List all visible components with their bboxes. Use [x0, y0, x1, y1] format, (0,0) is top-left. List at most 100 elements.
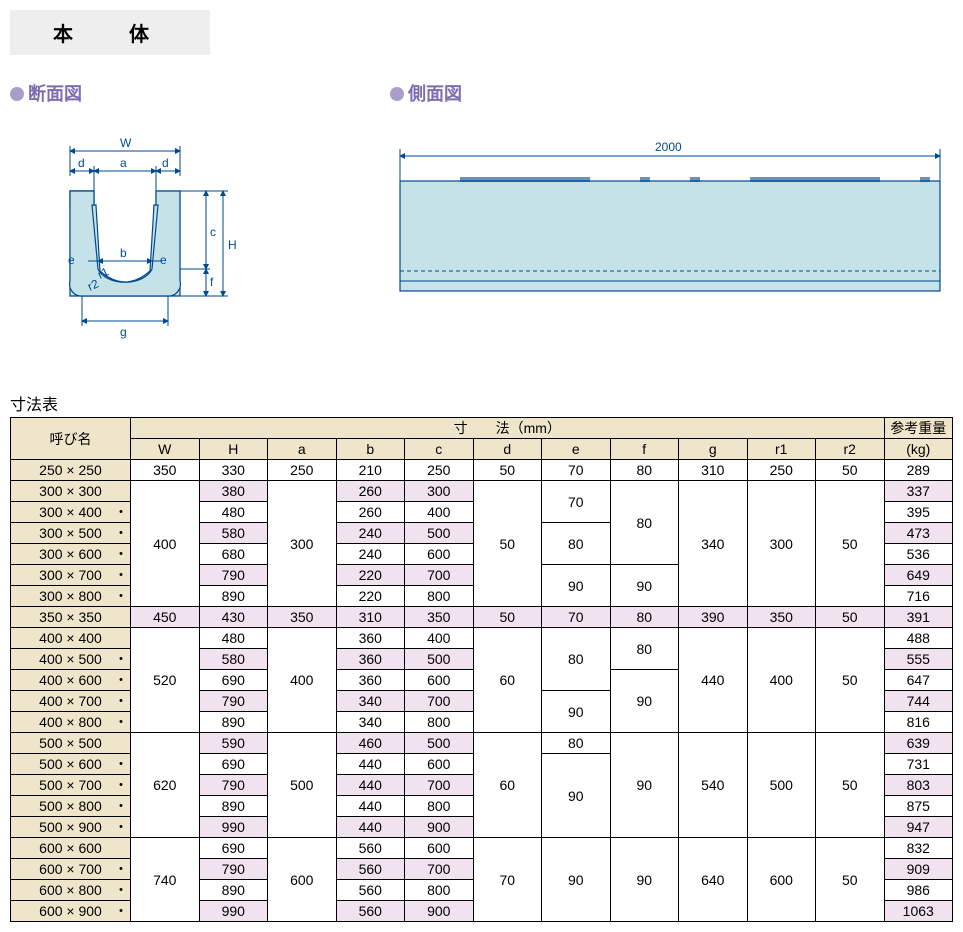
- cell-b: 240: [336, 544, 405, 565]
- cell-c: 600: [405, 670, 474, 691]
- cell-e: 90: [542, 565, 611, 607]
- table-row: 350 × 3504504303503103505070803903505039…: [11, 607, 953, 628]
- th-b: b: [336, 439, 405, 460]
- th-r1: r1: [747, 439, 816, 460]
- cell-c: 700: [405, 565, 474, 586]
- svg-text:e: e: [68, 253, 75, 267]
- cell-d: 50: [473, 460, 542, 481]
- bullet-icon: [10, 87, 24, 101]
- cell-H: 890: [199, 712, 268, 733]
- cell-H: 590: [199, 733, 268, 754]
- cell-H: 790: [199, 859, 268, 880]
- cell-H: 680: [199, 544, 268, 565]
- cell-H: 790: [199, 691, 268, 712]
- svg-text:W: W: [120, 136, 132, 150]
- side-view-diagram: 2000: [390, 121, 953, 361]
- cell-e: 70: [542, 481, 611, 523]
- cell-b: 260: [336, 502, 405, 523]
- svg-text:a: a: [120, 156, 127, 170]
- cell-b: 440: [336, 796, 405, 817]
- cell-weight: 803: [884, 775, 953, 796]
- th-c: c: [405, 439, 474, 460]
- cross-section-diagram: W d a d e b e r1 r2: [10, 121, 390, 361]
- cell-H: 380: [199, 481, 268, 502]
- svg-text:b: b: [120, 246, 127, 260]
- cell-c: 800: [405, 712, 474, 733]
- cell-W: 350: [131, 460, 200, 481]
- th-r2: r2: [816, 439, 885, 460]
- cell-H: 890: [199, 880, 268, 901]
- cross-heading-text: 断面図: [28, 84, 82, 104]
- cell-c: 400: [405, 628, 474, 649]
- cell-r1: 400: [747, 628, 816, 733]
- cell-g: 390: [679, 607, 748, 628]
- cell-c: 800: [405, 586, 474, 607]
- svg-text:c: c: [210, 225, 216, 239]
- cell-f: 80: [610, 481, 679, 565]
- cell-weight: 816: [884, 712, 953, 733]
- cell-g: 310: [679, 460, 748, 481]
- cell-name: 400 × 500: [11, 649, 131, 670]
- th-e: e: [542, 439, 611, 460]
- svg-text:g: g: [120, 325, 127, 339]
- svg-text:d: d: [78, 156, 85, 170]
- cell-weight: 395: [884, 502, 953, 523]
- cell-e: 90: [542, 838, 611, 922]
- svg-text:H: H: [228, 238, 237, 252]
- th-W: W: [131, 439, 200, 460]
- table-head: 呼び名 寸 法（mm） 参考重量 WHabcdefgr1r2(kg): [11, 418, 953, 460]
- cell-H: 480: [199, 502, 268, 523]
- table-row: 600 × 6007406906005606007090906406005083…: [11, 838, 953, 859]
- th-(kg): (kg): [884, 439, 953, 460]
- cell-name: 500 × 800: [11, 796, 131, 817]
- svg-text:f: f: [210, 275, 214, 289]
- cell-weight: 337: [884, 481, 953, 502]
- cell-name: 350 × 350: [11, 607, 131, 628]
- cell-g: 640: [679, 838, 748, 922]
- th-d: d: [473, 439, 542, 460]
- cell-weight: 649: [884, 565, 953, 586]
- cell-c: 700: [405, 859, 474, 880]
- th-g: g: [679, 439, 748, 460]
- cell-f: 90: [610, 565, 679, 607]
- cell-W: 400: [131, 481, 200, 607]
- cell-H: 790: [199, 775, 268, 796]
- table-body: 250 × 2503503302502102505070803102505028…: [11, 460, 953, 922]
- cell-a: 500: [268, 733, 337, 838]
- cell-weight: 744: [884, 691, 953, 712]
- cell-weight: 832: [884, 838, 953, 859]
- cell-c: 800: [405, 796, 474, 817]
- th-weight: 参考重量: [884, 418, 953, 439]
- th-a: a: [268, 439, 337, 460]
- cell-c: 350: [405, 607, 474, 628]
- cell-name: 600 × 700: [11, 859, 131, 880]
- cell-H: 990: [199, 817, 268, 838]
- cell-W: 620: [131, 733, 200, 838]
- bullet-icon: [390, 87, 404, 101]
- cell-c: 700: [405, 775, 474, 796]
- cell-d: 50: [473, 607, 542, 628]
- cell-name: 400 × 800: [11, 712, 131, 733]
- cell-name: 300 × 500: [11, 523, 131, 544]
- cell-g: 540: [679, 733, 748, 838]
- cell-a: 600: [268, 838, 337, 922]
- cell-c: 700: [405, 691, 474, 712]
- cell-f: 90: [610, 670, 679, 733]
- cell-weight: 731: [884, 754, 953, 775]
- cell-b: 220: [336, 586, 405, 607]
- cross-section-heading: 断面図: [10, 80, 390, 106]
- cell-b: 240: [336, 523, 405, 544]
- th-H: H: [199, 439, 268, 460]
- svg-text:e: e: [160, 253, 167, 267]
- cell-H: 480: [199, 628, 268, 649]
- table-row: 250 × 2503503302502102505070803102505028…: [11, 460, 953, 481]
- cell-weight: 875: [884, 796, 953, 817]
- cell-d: 60: [473, 628, 542, 733]
- cell-c: 500: [405, 523, 474, 544]
- cell-b: 210: [336, 460, 405, 481]
- cell-weight: 639: [884, 733, 953, 754]
- cell-r2: 50: [816, 628, 885, 733]
- cell-r1: 300: [747, 481, 816, 607]
- cell-r1: 600: [747, 838, 816, 922]
- cell-d: 60: [473, 733, 542, 838]
